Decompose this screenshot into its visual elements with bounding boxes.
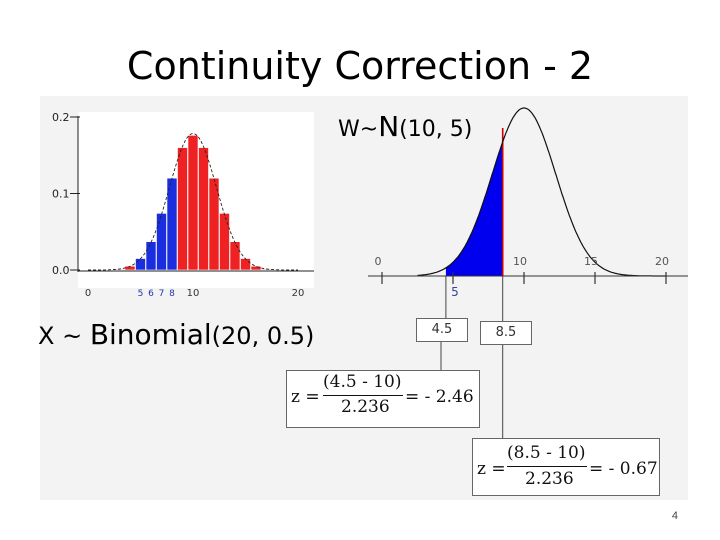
normal-distribution-label: W~N(10, 5): [338, 110, 472, 143]
binomial-bar: [198, 147, 209, 271]
normal-curve: [417, 107, 666, 277]
binomial-bar: [177, 147, 188, 271]
z-formula-upper: z = (8.5 - 10) 2.236 = - 0.67: [472, 438, 660, 496]
binomial-x-tick-label: 0: [85, 288, 91, 299]
z1-numerator: (4.5 - 10): [323, 372, 402, 392]
binomial-distribution-label: X ~ Binomial(20, 0.5): [38, 318, 314, 351]
z1-fraction-bar: [323, 395, 403, 396]
page-title: Continuity Correction - 2: [126, 44, 594, 88]
page-number: 4: [671, 510, 678, 522]
normal-params: (10, 5): [399, 117, 473, 142]
binomial-bar: [166, 177, 178, 271]
normal-x-tick-label: 15: [584, 255, 598, 268]
binomial-bar: [208, 177, 220, 271]
normal-shaded-area: [445, 141, 503, 276]
normal-x-tick-label: 20: [655, 255, 669, 268]
binomial-y-tick-label: 0.0: [52, 264, 70, 277]
binomial-bar: [135, 258, 146, 271]
binomial-x-tick-label: 8: [169, 289, 175, 299]
binomial-bar: [229, 241, 241, 271]
binomial-prefix: X ~: [38, 322, 90, 350]
binomial-bar: [219, 213, 230, 271]
value-box-lower: 4.5: [416, 318, 468, 342]
z2-denominator: 2.236: [525, 469, 574, 489]
binomial-x-tick-label: 20: [292, 288, 305, 299]
binomial-bar: [156, 213, 167, 271]
binomial-y-tick-label: 0.2: [52, 111, 70, 124]
normal-var: W: [338, 117, 360, 142]
binomial-y-tick-label: 0.1: [52, 188, 70, 201]
z1-result: = - 2.46: [405, 387, 474, 407]
z2-lhs: z =: [477, 459, 506, 479]
binomial-x-tick-label: 5: [138, 289, 144, 299]
binomial-bar: [187, 135, 199, 271]
binomial-x-tick-label: 10: [187, 288, 200, 299]
binomial-name: Binomial: [89, 318, 212, 351]
binomial-x-tick-label: 7: [159, 289, 165, 299]
normal-x-tick-label: 0: [375, 255, 382, 268]
normal-tilde: ~: [359, 117, 379, 142]
binomial-bar: [250, 265, 262, 271]
z-formula-lower: z = (4.5 - 10) 2.236 = - 2.46: [286, 370, 480, 428]
binomial-bar: [240, 258, 251, 271]
binomial-params: (20, 0.5): [211, 322, 315, 350]
normal-x-tick-label: 10: [513, 255, 527, 268]
value-box-upper: 8.5: [480, 321, 532, 345]
z2-fraction-bar: [507, 466, 587, 467]
binomial-normal-curve: [88, 133, 298, 271]
normal-marked-tick-label: 5: [451, 285, 459, 299]
normal-letter: N: [378, 110, 400, 143]
z1-lhs: z =: [291, 387, 320, 407]
binomial-x-tick-label: 6: [148, 289, 154, 299]
z2-numerator: (8.5 - 10): [507, 443, 586, 463]
z2-result: = - 0.67: [589, 459, 658, 479]
binomial-bar: [145, 241, 157, 271]
z1-denominator: 2.236: [341, 397, 390, 417]
